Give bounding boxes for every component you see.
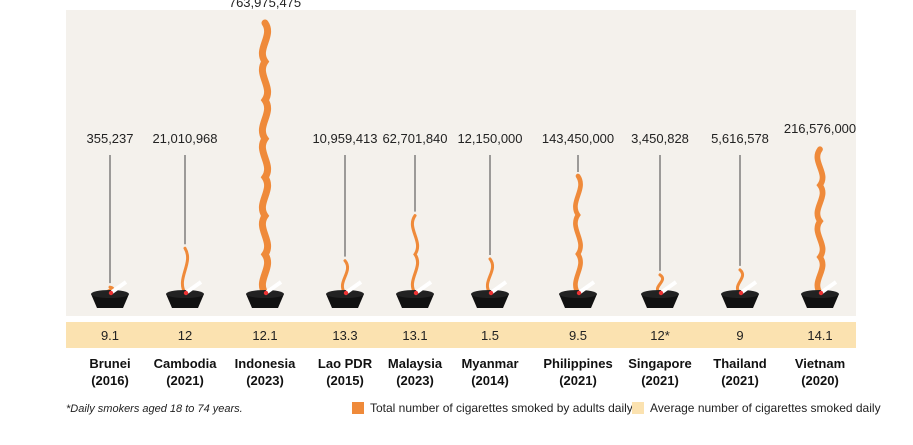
plot-background — [66, 10, 856, 316]
average-label: 14.1 — [807, 328, 832, 343]
smoke-plume — [410, 214, 420, 295]
category-year: (2021) — [721, 373, 759, 388]
category-label: Thailand — [713, 356, 767, 371]
ashtray — [721, 294, 759, 308]
ember — [658, 290, 664, 296]
average-label: 13.3 — [332, 328, 357, 343]
category-label: Brunei — [89, 356, 130, 371]
category-year: (2014) — [471, 373, 509, 388]
ember — [738, 290, 744, 296]
legend-label: Total number of cigarettes smoked by adu… — [370, 401, 633, 415]
ashtray — [166, 294, 204, 308]
ember — [413, 290, 419, 296]
legend-swatch — [632, 402, 644, 414]
ember — [576, 290, 582, 296]
total-label: 216,576,000 — [784, 121, 856, 136]
category-year: (2023) — [396, 373, 434, 388]
category-year: (2021) — [641, 373, 679, 388]
category-label: Malaysia — [388, 356, 443, 371]
ashtray — [91, 294, 129, 308]
ashtray — [326, 294, 364, 308]
category-label: Lao PDR — [318, 356, 373, 371]
category-year: (2021) — [166, 373, 204, 388]
category-year: (2023) — [246, 373, 284, 388]
average-label: 12 — [178, 328, 192, 343]
average-label: 9.1 — [101, 328, 119, 343]
cigarette — [345, 280, 363, 294]
total-label: 143,450,000 — [542, 131, 614, 146]
category-year: (2020) — [801, 373, 839, 388]
smoke-plume — [573, 173, 583, 296]
ember — [488, 290, 494, 296]
total-label: 62,701,840 — [382, 131, 447, 146]
total-label: 21,010,968 — [152, 131, 217, 146]
cigarette — [185, 280, 203, 294]
cigarette — [415, 280, 433, 294]
average-label: 12.1 — [252, 328, 277, 343]
ashtray — [396, 294, 434, 308]
smoke-plume — [180, 246, 190, 295]
smoke-plume — [814, 146, 826, 296]
cigarette — [820, 280, 838, 294]
average-label: 12* — [650, 328, 670, 343]
ashtray — [801, 294, 839, 308]
footnote: *Daily smokers aged 18 to 74 years. — [66, 403, 243, 415]
category-label: Singapore — [628, 356, 692, 371]
ashtray — [246, 294, 284, 308]
ashtray — [559, 294, 597, 308]
category-label: Vietnam — [795, 356, 845, 371]
cigarette — [578, 280, 596, 294]
legend-label: Average number of cigarettes smoked dail… — [650, 401, 881, 415]
ember — [183, 290, 189, 296]
category-label: Indonesia — [235, 356, 296, 371]
ashtray — [641, 294, 679, 308]
total-label: 355,237 — [87, 131, 134, 146]
average-label: 9.5 — [569, 328, 587, 343]
cigarette — [265, 280, 283, 294]
category-year: (2021) — [559, 373, 597, 388]
legend-swatch — [352, 402, 364, 414]
total-label: 5,616,578 — [711, 131, 769, 146]
cigarette — [660, 280, 678, 294]
average-label: 1.5 — [481, 328, 499, 343]
average-band — [66, 322, 856, 348]
ashtray — [471, 294, 509, 308]
category-label: Philippines — [543, 356, 612, 371]
ember — [263, 290, 269, 296]
total-label: 10,959,413 — [312, 131, 377, 146]
cigarette — [110, 280, 128, 294]
total-label: 763,975,475 — [229, 0, 301, 10]
category-label: Myanmar — [461, 356, 518, 371]
average-label: 13.1 — [402, 328, 427, 343]
average-label: 9 — [736, 328, 743, 343]
cigarette — [490, 280, 508, 294]
smoke-plume — [258, 19, 272, 297]
ember — [108, 290, 114, 296]
category-year: (2016) — [91, 373, 129, 388]
category-year: (2015) — [326, 373, 364, 388]
ember — [343, 290, 349, 296]
ember — [818, 290, 824, 296]
cigarette — [740, 280, 758, 294]
category-label: Cambodia — [154, 356, 218, 371]
total-label: 3,450,828 — [631, 131, 689, 146]
total-label: 12,150,000 — [457, 131, 522, 146]
